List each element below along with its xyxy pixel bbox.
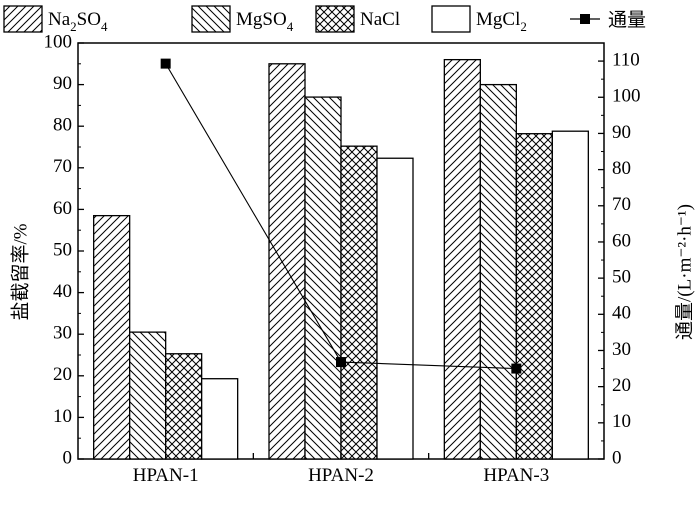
left-tick-label: 40 — [53, 281, 72, 302]
category-label: HPAN-3 — [483, 465, 549, 486]
right-tick-label: 30 — [612, 339, 631, 360]
bar-na2so4-hpan-3 — [443, 58, 481, 460]
bar-nacl-hpan-3 — [515, 133, 553, 460]
legend-label-flux: 通量 — [608, 9, 646, 31]
right-tick-label: 10 — [612, 411, 631, 432]
bar-mgcl2-hpan-2 — [376, 157, 414, 460]
legend-marker-flux — [580, 14, 590, 24]
right-tick-label: 60 — [612, 230, 631, 251]
bar-na2so4-hpan-2 — [268, 63, 306, 460]
left-tick-label: 90 — [53, 73, 72, 94]
left-tick-label: 30 — [53, 323, 72, 344]
bar-nacl-hpan-1 — [165, 353, 203, 460]
bar-mgcl2-hpan-1 — [201, 378, 239, 460]
bar-nacl-hpan-2 — [340, 145, 378, 460]
left-tick-label: 100 — [44, 31, 73, 52]
legend: Na2SO4 MgSO4 NaCl MgCl2 通量 — [3, 5, 646, 34]
x-axis: HPAN-1 HPAN-2 HPAN-3 — [133, 453, 549, 486]
left-tick-label: 60 — [53, 198, 72, 219]
flux-line — [160, 58, 522, 374]
left-tick-label: 10 — [53, 406, 72, 427]
right-tick-label: 70 — [612, 194, 631, 215]
right-tick-label: 20 — [612, 375, 631, 396]
left-tick-label: 0 — [63, 447, 73, 468]
left-tick-label: 80 — [53, 115, 72, 136]
right-y-axis: 0 10 20 30 40 50 60 70 80 90 100 110 — [598, 49, 641, 468]
right-axis-title: 通量/(L·m⁻²·h⁻¹) — [673, 204, 695, 340]
right-tick-label: 100 — [612, 86, 641, 107]
bar-na2so4-hpan-1 — [93, 214, 131, 460]
left-y-axis: 0 10 20 30 40 50 60 70 80 90 100 — [44, 31, 84, 468]
bar-mgso4-hpan-3 — [479, 83, 517, 460]
right-tick-label: 80 — [612, 158, 631, 179]
right-tick-label: 110 — [612, 49, 640, 70]
legend-swatch-na2so4 — [3, 5, 43, 33]
legend-swatch-nacl — [315, 5, 355, 33]
bar-mgcl2-hpan-3 — [551, 130, 589, 460]
category-label: HPAN-2 — [308, 465, 374, 486]
flux-point-hpan-2 — [336, 357, 346, 368]
legend-swatch-mgcl2 — [431, 5, 471, 33]
category-label: HPAN-1 — [133, 465, 199, 486]
legend-label-mgcl2: MgCl2 — [476, 9, 527, 34]
flux-point-hpan-3 — [511, 363, 522, 374]
bar-mgso4-hpan-2 — [304, 96, 342, 460]
bar-mgso4-hpan-1 — [129, 331, 167, 460]
left-axis-title: 盐截留率/% — [9, 223, 31, 320]
right-tick-label: 40 — [612, 303, 631, 324]
right-tick-label: 50 — [612, 266, 631, 287]
right-tick-label: 0 — [612, 447, 622, 468]
legend-label-na2so4: Na2SO4 — [48, 9, 108, 34]
legend-label-mgso4: MgSO4 — [236, 9, 294, 34]
left-tick-label: 20 — [53, 364, 72, 385]
left-tick-label: 70 — [53, 156, 72, 177]
right-tick-label: 90 — [612, 122, 631, 143]
bar-group — [93, 58, 589, 460]
left-tick-label: 50 — [53, 239, 72, 260]
legend-swatch-mgso4 — [191, 5, 231, 33]
flux-point-hpan-1 — [160, 58, 171, 69]
legend-label-nacl: NaCl — [360, 9, 400, 30]
